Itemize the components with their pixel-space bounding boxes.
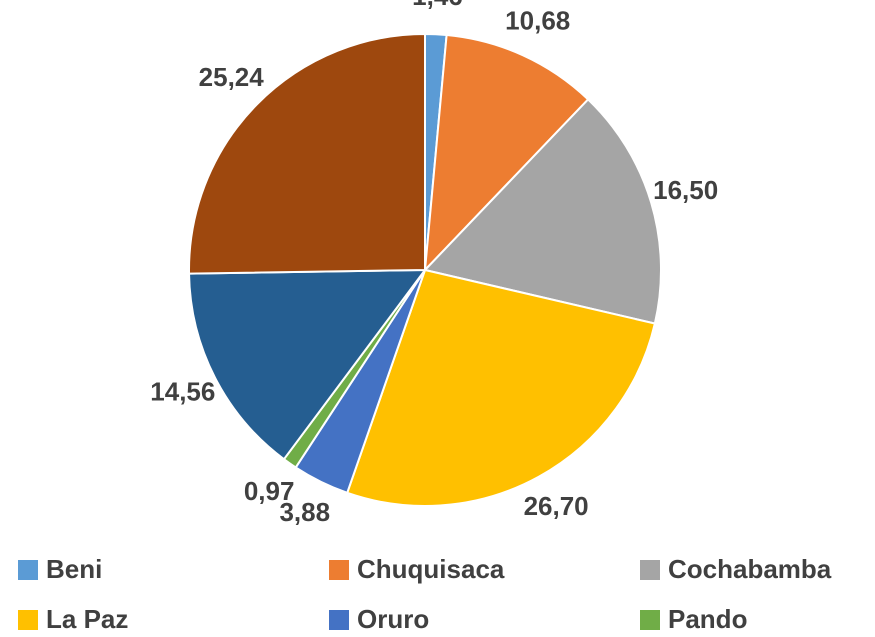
- data-label: 1,46: [412, 0, 463, 11]
- data-label: 3,88: [279, 497, 330, 527]
- legend-label: Beni: [46, 554, 102, 584]
- pie-slice: [188, 32, 426, 275]
- data-label: 25,24: [199, 62, 265, 92]
- legend-label: Pando: [668, 604, 747, 634]
- legend-label: Cochabamba: [668, 554, 832, 584]
- legend-label: La Paz: [46, 604, 128, 634]
- pie-slice: [188, 268, 428, 461]
- data-label: 0,97: [244, 476, 295, 506]
- pie-slice: [423, 97, 662, 325]
- legend-label: Oruro: [357, 604, 429, 634]
- legend-label: Chuquisaca: [357, 554, 505, 584]
- legend-swatch: [329, 610, 349, 630]
- pie-slice: [423, 33, 590, 273]
- legend-swatch: [640, 560, 660, 580]
- legend-swatch: [640, 610, 660, 630]
- data-label: 10,68: [505, 5, 570, 35]
- pie-slice: [345, 268, 657, 507]
- legend-swatch: [329, 560, 349, 580]
- legend-swatch: [18, 610, 38, 630]
- data-label: 16,50: [653, 175, 718, 205]
- legend-swatch: [18, 560, 38, 580]
- data-label: 26,70: [524, 491, 589, 521]
- data-label: 14,56: [150, 377, 215, 407]
